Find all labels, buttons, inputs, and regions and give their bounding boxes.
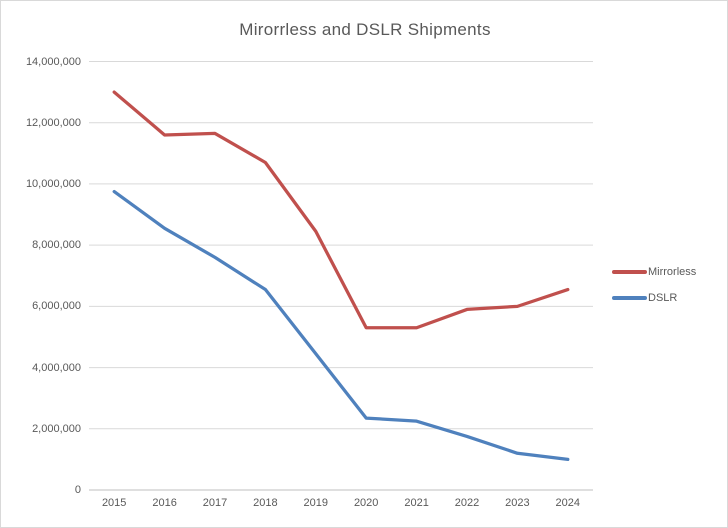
legend-item-mirrorless: Mirrorless (612, 263, 696, 281)
y-tick-label: 8,000,000 (32, 239, 81, 252)
dslr-series-line (112, 189, 570, 462)
dslr-line-swatch (612, 296, 647, 300)
y-tick-label: 10,000,000 (25, 177, 81, 190)
y-tick-label: 14,000,000 (25, 55, 81, 68)
y-tick-label: 4,000,000 (32, 361, 81, 374)
x-tick-label: 2017 (202, 497, 228, 509)
x-tick-label: 2022 (454, 497, 480, 509)
legend: Mirrorless DSLR (612, 263, 696, 315)
x-tick-label: 2023 (505, 497, 530, 509)
x-tick-label: 2015 (101, 497, 127, 509)
x-tick-label: 2020 (353, 497, 379, 509)
x-tick-label: 2016 (152, 497, 177, 509)
y-tick-label: 0 (74, 484, 81, 496)
legend-label-mirrorless: Mirrorless (648, 266, 697, 278)
x-tick-label: 2019 (303, 497, 329, 509)
legend-item-dslr: DSLR (612, 289, 696, 307)
y-tick-label: 6,000,000 (32, 300, 81, 313)
mirrorless-series-line (112, 90, 570, 330)
x-tick-label: 2018 (253, 497, 278, 509)
chart-title: Mirorrless and DSLR Shipments (239, 20, 491, 39)
mirrorless-line-swatch (612, 270, 647, 274)
legend-label-dslr: DSLR (648, 292, 678, 304)
x-tick-label: 2024 (555, 497, 581, 509)
y-tick-label: 12,000,000 (25, 116, 81, 129)
x-tick-label: 2021 (404, 497, 429, 509)
y-tick-label: 2,000,000 (32, 422, 81, 435)
